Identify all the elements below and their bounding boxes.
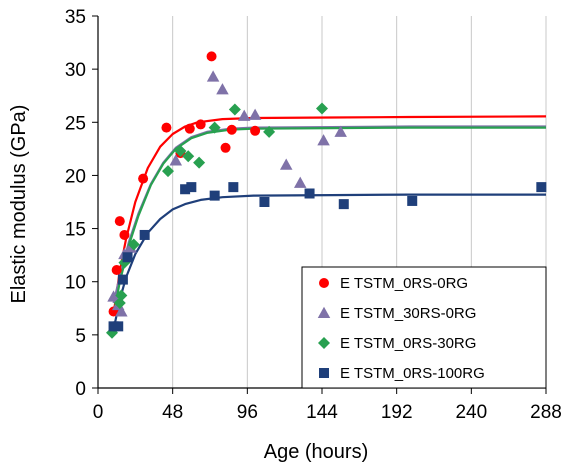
data-point-series-4-7: [186, 182, 197, 193]
y-tick-label-10: 10: [65, 273, 86, 294]
data-point-series-2-8: [216, 83, 229, 95]
y-tick-label-5: 5: [75, 326, 86, 347]
data-point-series-3-5: [127, 238, 140, 251]
data-point-series-4-12: [338, 199, 349, 210]
data-point-series-2-10: [248, 108, 262, 120]
legend-label-1: E TSTM_0RS-0RG: [340, 275, 468, 292]
data-point-series-1-12: [226, 124, 237, 135]
grid-layer: [172, 16, 547, 388]
data-point-series-1-3: [114, 216, 125, 227]
data-point-series-3-10: [208, 121, 221, 134]
data-point-series-2-6: [169, 154, 183, 166]
data-point-series-4-4: [122, 252, 133, 263]
data-point-series-2-7: [206, 70, 220, 82]
data-points-layer: [106, 51, 547, 339]
y-axis-title: Elastic modulus (GPa): [8, 105, 30, 304]
data-point-series-2-14: [334, 125, 347, 137]
data-point-series-3-12: [263, 125, 276, 138]
data-point-series-4-5: [139, 229, 150, 240]
y-tick-label-0: 0: [75, 379, 86, 400]
data-point-series-4-13: [407, 195, 418, 206]
data-point-series-4-11: [304, 188, 315, 199]
data-point-series-3-9: [193, 156, 206, 169]
data-point-series-2-11: [279, 158, 293, 170]
data-point-series-2-3: [115, 305, 128, 317]
data-point-series-1-13: [250, 125, 261, 136]
data-point-series-4-14: [536, 182, 547, 193]
legend-box: [301, 266, 547, 389]
legend-marker-2: [317, 306, 331, 318]
x-tick-label-288: 288: [530, 402, 562, 423]
data-point-series-3-7: [174, 144, 187, 157]
legend-marker-4: [319, 368, 329, 378]
data-point-series-4-3: [117, 274, 128, 285]
data-point-series-2-1: [107, 290, 120, 302]
legend-item-2: E TSTM_30RS-0RG: [317, 305, 476, 322]
data-point-series-4-2: [113, 321, 124, 332]
data-point-series-3-3: [115, 289, 128, 302]
data-point-series-1-6: [161, 122, 172, 133]
legend-marker-1: [319, 278, 329, 288]
y-tick-label-20: 20: [65, 166, 86, 187]
data-point-series-1-5: [138, 173, 149, 184]
data-point-series-1-4: [119, 229, 130, 240]
data-point-series-4-6: [180, 184, 191, 195]
data-point-series-3-11: [228, 103, 241, 116]
legend-label-2: E TSTM_30RS-0RG: [340, 305, 476, 322]
data-point-series-1-11: [220, 142, 231, 153]
legend-item-3: E TSTM_0RS-30RG: [318, 335, 476, 352]
y-tick-label-15: 15: [65, 220, 86, 241]
legend-marker-3: [318, 337, 330, 349]
data-point-series-1-9: [195, 119, 206, 130]
data-point-series-4-9: [228, 182, 239, 193]
data-point-series-3-13: [316, 102, 328, 115]
data-point-series-3-8: [182, 150, 195, 163]
data-point-series-4-10: [259, 197, 270, 207]
x-tick-label-0: 0: [93, 402, 104, 423]
x-tick-label-144: 144: [306, 402, 338, 423]
fit-line-series-3: [112, 126, 546, 316]
x-tick-label-192: 192: [381, 402, 413, 423]
legend-label-3: E TSTM_0RS-30RG: [340, 335, 476, 352]
data-point-series-2-13: [317, 134, 330, 146]
x-tick-label-96: 96: [237, 402, 258, 423]
fit-line-series-4: [112, 193, 546, 330]
data-point-series-1-8: [184, 123, 195, 134]
y-tick-label-25: 25: [65, 113, 86, 134]
data-point-series-1-10: [206, 51, 217, 62]
legend-label-4: E TSTM_0RS-100RG: [340, 365, 485, 382]
data-point-series-2-12: [293, 176, 307, 188]
x-tick-label-240: 240: [455, 402, 487, 423]
legend-item-4: E TSTM_0RS-100RG: [319, 365, 485, 382]
y-tick-label-30: 30: [65, 60, 86, 81]
y-tick-label-35: 35: [65, 7, 86, 28]
data-point-series-1-2: [111, 265, 122, 276]
x-axis-title: Age (hours): [264, 441, 369, 463]
data-point-series-4-8: [209, 190, 220, 201]
legend-item-1: E TSTM_0RS-0RG: [319, 275, 468, 292]
x-tick-label-48: 48: [162, 402, 183, 423]
data-point-series-3-6: [162, 165, 174, 178]
data-point-series-2-9: [237, 109, 251, 121]
legend: E TSTM_0RS-0RG E TSTM_30RS-0RG E TSTM_0RS-…: [301, 266, 547, 389]
